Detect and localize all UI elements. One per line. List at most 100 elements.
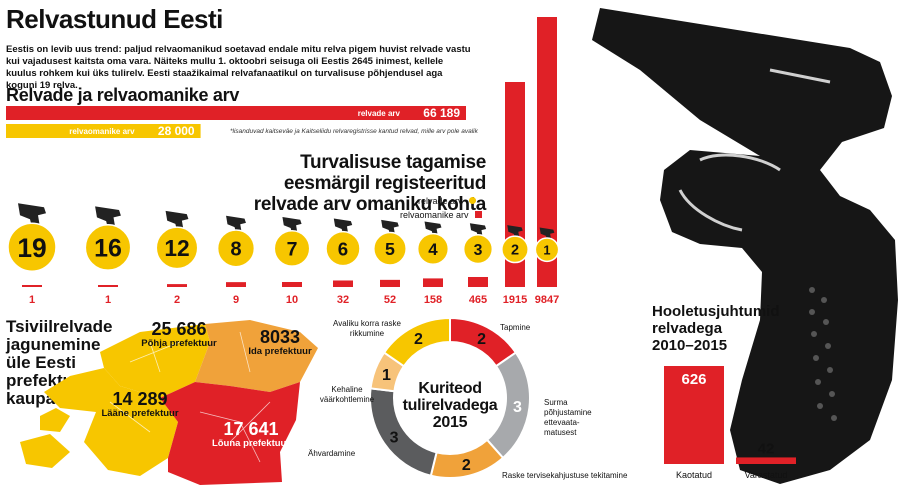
page-title: Relvastunud Eesti [6, 4, 223, 34]
island-hiiumaa [40, 408, 70, 432]
owner-bar-0 [22, 285, 42, 287]
donut-title: Kuriteod tulirelvadega 2015 [402, 380, 498, 431]
weapons-value-4: 7 [287, 239, 298, 261]
weapons-circle-8 [462, 234, 494, 265]
weapons-circle-6 [373, 231, 407, 266]
donut-value-5: 2 [414, 331, 423, 348]
gun-icon-9 [507, 225, 523, 239]
owner-bar-3 [226, 282, 246, 287]
weapons-value-5: 6 [338, 238, 348, 259]
ownership-bar-chart: 66 189 relvade arv 28 000 relvaomanike arv [6, 106, 466, 138]
owner-value-8: 465 [469, 294, 487, 306]
ownership-label-1: relvaomanike arv [69, 127, 135, 136]
gun-icon-2 [165, 210, 189, 231]
legend-weapons-label: relvade arv [418, 196, 463, 206]
owner-bar-8 [468, 276, 488, 287]
owner-bar-9 [505, 82, 525, 287]
weapons-value-0: 19 [17, 233, 46, 263]
legend-owners: relvaomanike arv [400, 210, 483, 220]
region-label-laane: 14 289 Lääne prefektuur [90, 390, 190, 419]
owner-bar-6 [380, 279, 400, 287]
weapons-circle-7 [416, 232, 450, 266]
owner-value-4: 10 [286, 294, 298, 306]
negligence-value-0: 626 [681, 371, 706, 388]
weapons-value-6: 5 [385, 239, 395, 259]
revolver-illustration [592, 8, 898, 484]
gun-icon-1 [95, 206, 121, 229]
region-value-laane: 14 289 [112, 389, 168, 409]
weapons-circle-4 [273, 229, 311, 267]
donut-value-2: 2 [462, 457, 471, 474]
negligence-label-1: Varastatud [745, 470, 788, 480]
gun-icon-5 [333, 218, 353, 235]
donut-value-4: 1 [382, 367, 391, 384]
per-owner-chart: 19 1 16 1 12 2 8 9 7 10 6 32 5 52 4 158 3 465 2 1915 1 9847 [7, 17, 560, 306]
owner-value-10: 9847 [535, 294, 559, 306]
negligence-bar-chart: 626 Kaotatud 42 Varastatud [664, 366, 796, 480]
negligence-title: Hooletusjuhtumid relvadega 2010–2015 [652, 303, 780, 354]
owner-value-7: 158 [424, 294, 442, 306]
ownership-bar-0 [6, 106, 466, 120]
ownership-bar-1 [6, 124, 201, 138]
region-name-pohja: Põhja prefektuur [141, 338, 217, 349]
crimes-donut-chart: 2 3 2 3 1 2 [369, 316, 531, 479]
owner-bar-7 [423, 278, 443, 287]
weapons-circle-0 [7, 222, 57, 272]
intro-text: Eestis on levib uus trend: paljud relvao… [6, 44, 471, 91]
region-value-pohja: 25 686 [151, 319, 207, 339]
ownership-value-1: 28 000 [158, 124, 195, 138]
weapons-circle-10 [534, 237, 560, 263]
donut-label-4: Kehaline väärkohtlemine [319, 385, 375, 404]
donut-label-0: Tapmine [500, 323, 531, 332]
weapons-circle-9 [501, 235, 529, 264]
weapons-value-8: 3 [474, 242, 483, 259]
legend-owners-swatch [475, 211, 483, 218]
donut-label-5: Avaliku korra raske rikkumine [333, 319, 401, 338]
weapons-circle-2 [155, 226, 199, 270]
per-owner-chart-title: Turvalisuse tagamise eesmärgil registeer… [253, 152, 487, 215]
owner-value-2: 2 [174, 294, 180, 306]
estonia-map [20, 320, 318, 485]
owner-bar-10 [537, 17, 557, 287]
region-laane [44, 368, 178, 476]
owner-value-1: 1 [105, 294, 111, 306]
gun-icon-8 [469, 223, 487, 238]
owner-value-6: 52 [384, 294, 396, 306]
donut-label-3: Ähvardamine [308, 449, 356, 458]
donut-value-3: 3 [390, 430, 399, 447]
donut-value-0: 2 [477, 331, 486, 348]
weapons-value-7: 4 [428, 240, 438, 259]
weapons-circle-5 [325, 230, 361, 267]
region-name-louna: Lõuna prefektuur [211, 438, 291, 449]
region-louna [160, 382, 300, 485]
donut-label-2: Raske tervisekahjustuse tekitamine [502, 471, 628, 480]
weapons-value-1: 16 [94, 235, 122, 263]
weapons-circle-1 [84, 224, 132, 271]
weapons-value-9: 2 [511, 243, 519, 259]
ownership-value-0: 66 189 [423, 106, 460, 120]
owner-bar-5 [333, 280, 353, 287]
negligence-bar-0 [664, 366, 724, 464]
owner-value-9: 1915 [503, 294, 527, 306]
ownership-note: *lisanduvad kaitseväe ja Kaitseliidu rel… [230, 128, 478, 135]
region-label-pohja: 25 686 Põhja prefektuur [124, 320, 234, 349]
region-pohja [100, 324, 210, 398]
donut-slice-5 [382, 316, 451, 368]
negligence-label-0: Kaotatud [676, 470, 712, 480]
negligence-value-1: 42 [758, 440, 775, 457]
region-label-ida: 8033 Ida prefektuur [232, 328, 328, 357]
ownership-label-0: relvade arv [358, 109, 401, 118]
region-value-ida: 8033 [259, 327, 301, 347]
gun-icon-0 [18, 203, 46, 228]
region-ida [195, 320, 318, 392]
owner-value-3: 9 [233, 294, 239, 306]
gun-icon-6 [381, 219, 399, 236]
donut-value-1: 3 [513, 399, 522, 416]
region-name-ida: Ida prefektuur [248, 346, 312, 357]
weapons-value-10: 1 [543, 242, 550, 257]
weapons-value-2: 12 [164, 235, 189, 261]
gun-icon-3 [226, 215, 246, 233]
legend-weapons-swatch [469, 197, 477, 204]
owner-bar-4 [282, 282, 302, 287]
